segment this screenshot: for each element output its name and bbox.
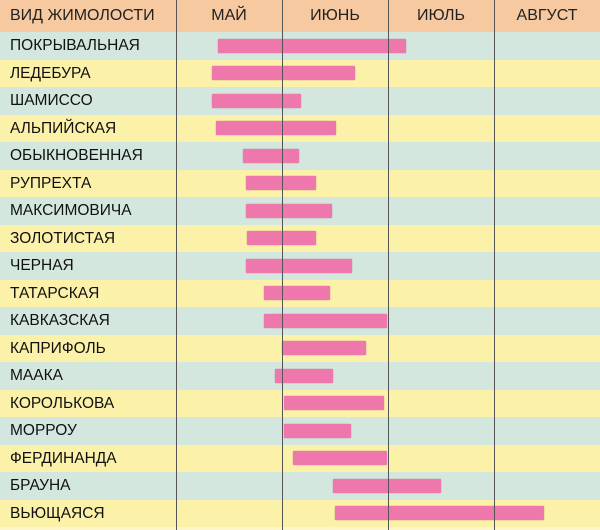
table-row: КОРОЛЬКОВА [0, 389, 600, 417]
flowering-period-bar [335, 506, 544, 521]
flowering-period-bar [263, 286, 330, 301]
species-label: ВЬЮЩАЯСЯ [10, 504, 105, 522]
species-label: КОРОЛЬКОВА [10, 394, 115, 412]
grid-line [176, 0, 177, 530]
table-row: КАПРИФОЛЬ [0, 334, 600, 362]
table-row: ПОКРЫВАЛЬНАЯ [0, 32, 600, 60]
chart-header: ВИД ЖИМОЛОСТИ МАЙ ИЮНЬ ИЮЛЬ АВГУСТ [0, 0, 600, 32]
flowering-period-bar [292, 451, 387, 466]
month-header-may: МАЙ [211, 7, 247, 24]
flowering-period-bar [263, 313, 387, 328]
grid-line [494, 0, 495, 530]
species-label: ФЕРДИНАНДА [10, 449, 117, 467]
species-label: ОБЫКНОВЕННАЯ [10, 147, 143, 164]
table-row: АЛЬПИЙСКАЯ [0, 114, 600, 142]
month-header-june: ИЮНЬ [310, 7, 360, 24]
flowering-period-bar [245, 176, 316, 191]
species-label: МААКА [10, 367, 63, 384]
species-label: РУПРЕХТА [10, 174, 92, 192]
species-label: ЗОЛОТИСТАЯ [10, 229, 116, 247]
flowering-period-bar [212, 93, 302, 108]
table-row: ОБЫКНОВЕННАЯ [0, 142, 600, 170]
table-row: ВЬЮЩАЯСЯ [0, 499, 600, 527]
table-row: ФЕРДИНАНДА [0, 444, 600, 472]
species-label: ТАТАРСКАЯ [10, 284, 100, 302]
flowering-period-bar [284, 423, 351, 438]
species-label: ЧЕРНАЯ [10, 257, 74, 274]
flowering-period-bar [212, 66, 356, 81]
species-label: МОРРОУ [10, 422, 77, 439]
table-row: ТАТАРСКАЯ [0, 279, 600, 307]
table-row: ЧЕРНАЯ [0, 252, 600, 280]
species-label: АЛЬПИЙСКАЯ [10, 119, 117, 137]
flowering-period-bar [332, 478, 441, 493]
month-header-july: ИЮЛЬ [417, 7, 465, 24]
flowering-period-bar [216, 121, 337, 136]
table-row: КАВКАЗСКАЯ [0, 307, 600, 335]
species-label: КАПРИФОЛЬ [10, 339, 106, 357]
species-label: ШАМИССО [10, 92, 93, 109]
table-row: МААКА [0, 362, 600, 390]
table-row: РУПРЕХТА [0, 169, 600, 197]
grid-line [388, 0, 389, 530]
flowering-period-bar [242, 148, 299, 163]
month-header-august: АВГУСТ [516, 7, 578, 24]
species-label: ЛЕДЕБУРА [10, 64, 91, 82]
label-column-header: ВИД ЖИМОЛОСТИ [10, 7, 155, 24]
flowering-period-bar [245, 258, 352, 273]
table-row: ЛЕДЕБУРА [0, 59, 600, 87]
flowering-period-bar [245, 203, 332, 218]
species-label: БРАУНА [10, 477, 71, 494]
flowering-period-bar [247, 231, 316, 246]
flowering-period-bar [282, 341, 366, 356]
species-label: МАКСИМОВИЧА [10, 202, 132, 219]
species-label: ПОКРЫВАЛЬНАЯ [10, 37, 140, 54]
species-label: КАВКАЗСКАЯ [10, 312, 110, 329]
table-row: ЗОЛОТИСТАЯ [0, 224, 600, 252]
table-row: МОРРОУ [0, 417, 600, 445]
flowering-period-bar [274, 368, 333, 383]
flowering-period-bar [218, 38, 406, 53]
table-row: ШАМИССО [0, 87, 600, 115]
table-row: МАКСИМОВИЧА [0, 197, 600, 225]
grid-line [282, 0, 283, 530]
flowering-period-bar [284, 396, 384, 411]
table-row: БРАУНА [0, 472, 600, 500]
